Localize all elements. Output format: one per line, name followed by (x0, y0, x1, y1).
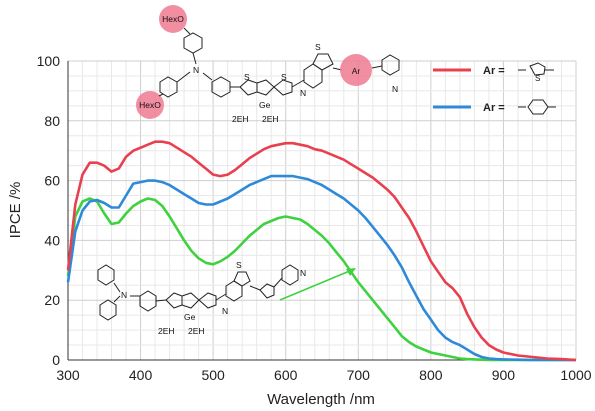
y-tick-labels: 0 20 40 60 80 100 (37, 53, 61, 368)
hexo-highlight-upper (159, 5, 187, 33)
y-tick-label: 40 (44, 232, 60, 248)
inset-n-atom: N (121, 290, 127, 300)
x-tick-labels: 300 400 500 600 700 800 900 1000 (56, 367, 591, 383)
hexo-highlight-lower (136, 91, 164, 119)
n-atom: N (193, 65, 199, 75)
y-tick-label: 20 (44, 292, 60, 308)
series-line-1 (66, 140, 577, 362)
x-tick-label: 1000 (560, 367, 591, 383)
inset-arrow (279, 269, 353, 301)
y-tick-label: 60 (44, 173, 60, 189)
ar-label: Ar (352, 66, 361, 76)
s-atom-2: S (281, 72, 287, 82)
svg-text:S: S (535, 74, 540, 83)
x-tick-label: 500 (201, 367, 225, 383)
hexo-label-upper: HexO (162, 14, 184, 24)
y-tick-label: 0 (52, 352, 60, 368)
benzene-icon (518, 99, 556, 115)
y-tick-label: 100 (37, 53, 61, 69)
eh-left: 2EH (232, 114, 249, 124)
series-line-2 (66, 174, 576, 362)
series-lines (66, 140, 577, 362)
inset-s-atom-btd: S (236, 260, 242, 270)
inset-pyridine-n-2: N (300, 268, 306, 278)
molecular-structure-inset: N Ge 2EH 2EH S N N (97, 260, 356, 336)
inset-eh-right: 2EH (188, 326, 205, 336)
x-axis-title: Wavelength /nm (267, 391, 375, 408)
inset-eh-left: 2EH (158, 326, 175, 336)
x-tick-label: 800 (419, 367, 443, 383)
x-tick-label: 700 (347, 367, 371, 383)
x-tick-label: 300 (56, 367, 80, 383)
legend-label-series-1: Ar = (483, 65, 505, 77)
hexo-label-lower: HexO (139, 100, 161, 110)
eh-right: 2EH (262, 114, 279, 124)
thiophene-icon: S (518, 62, 554, 83)
pyridine-n: N (392, 84, 398, 94)
ge-atom: Ge (259, 100, 271, 110)
inset-ge-atom: Ge (184, 312, 196, 322)
y-axis-title: IPCE /% (7, 182, 24, 239)
s-atom-1: S (244, 72, 250, 82)
y-tick-label: 80 (44, 113, 60, 129)
inset-arrowhead (346, 268, 356, 276)
inset-pyridine-n-1: N (222, 306, 228, 316)
legend: Ar = S Ar = (433, 62, 556, 115)
molecular-structure-main: HexO HexO N S S Ge 2EH 2EH S N Ar N (136, 5, 400, 124)
ar-highlight (340, 54, 372, 86)
x-tick-label: 400 (129, 367, 153, 383)
n-atom-ring: N (300, 88, 306, 98)
x-tick-label: 600 (274, 367, 298, 383)
s-atom-btd: S (315, 42, 321, 52)
x-tick-label: 900 (492, 367, 516, 383)
legend-label-series-2: Ar = (483, 102, 505, 114)
series-line-3 (66, 197, 576, 362)
